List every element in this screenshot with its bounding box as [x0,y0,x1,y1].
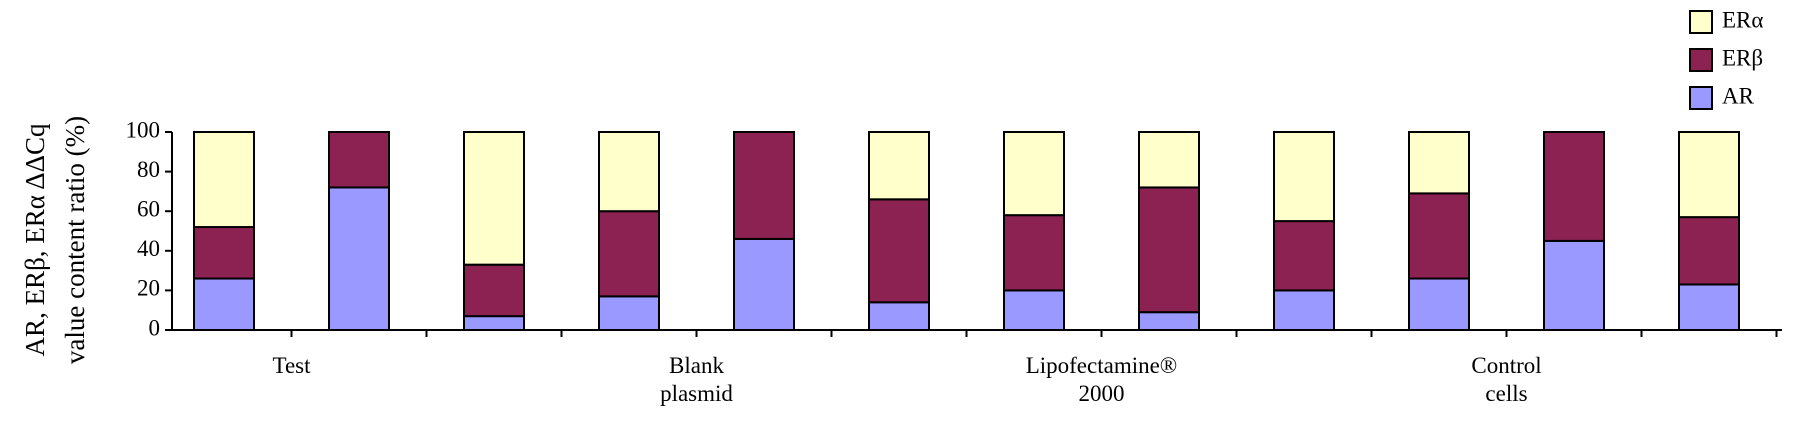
legend-label: AR [1722,83,1755,108]
x-tick-label-line: plasmid [660,381,733,406]
legend-label: ERα [1722,7,1763,32]
x-tick-label-line: 2000 [1079,381,1125,406]
bar-segment [193,277,255,331]
y-axis-label: AR, ERβ, ERα ΔΔCq [20,123,50,356]
bar-segment [1273,220,1335,292]
x-tick-label-line: Blank [669,353,724,378]
bar-segment [868,198,930,304]
bar-segment [1678,283,1740,331]
bar-segment [1273,289,1335,331]
bar-segment [1138,311,1200,331]
bar-segment [1273,131,1335,223]
bar-segment [463,315,525,332]
y-tick-label: 100 [126,117,161,142]
bar-segment [193,131,255,229]
y-axis-label: value content ratio (%) [60,116,90,364]
bar-segment [328,186,390,331]
bar-segment [463,131,525,266]
bar-segment [463,263,525,318]
bar-segment [1678,131,1740,219]
bar-segment [1003,289,1065,331]
bar-segment [193,226,255,280]
bar-segment [598,210,660,298]
bar-segment [733,237,795,331]
y-tick-label: 80 [137,157,160,182]
bar-segment [1003,131,1065,217]
bar-segment [868,131,930,201]
bar-segment [1408,131,1470,195]
x-tick-label-line: Lipofectamine® [1026,353,1178,378]
y-tick-label: 60 [137,196,160,221]
legend-swatch [1689,48,1713,72]
x-tick-label-line: Test [273,353,312,378]
x-tick-label-line: Control [1471,353,1541,378]
x-tick-label: Lipofectamine® 2000 [1026,353,1178,406]
x-tick-label: Test [273,353,312,378]
y-tick-label: 40 [137,236,160,261]
legend-swatch [1689,10,1713,34]
bar-segment [1408,277,1470,331]
y-tick-label: 20 [137,276,160,301]
x-tick-label: Blank plasmid [660,353,733,406]
bar-segment [1543,131,1605,242]
bar-segment [868,301,930,331]
bar-segment [598,131,660,213]
bar-segment [1543,239,1605,331]
bar-segment [1138,131,1200,189]
legend-swatch [1689,86,1713,110]
x-tick-label-line: cells [1485,381,1527,406]
bar-segment [1003,214,1065,292]
bar-segment [733,131,795,240]
bar-segment [328,131,390,189]
x-tick-label: Control cells [1471,353,1541,406]
legend-label: ERβ [1722,45,1763,70]
y-tick-label: 0 [149,315,161,340]
bar-segment [598,295,660,331]
bar-segment [1408,192,1470,280]
bar-segment [1678,216,1740,286]
bar-segment [1138,186,1200,314]
